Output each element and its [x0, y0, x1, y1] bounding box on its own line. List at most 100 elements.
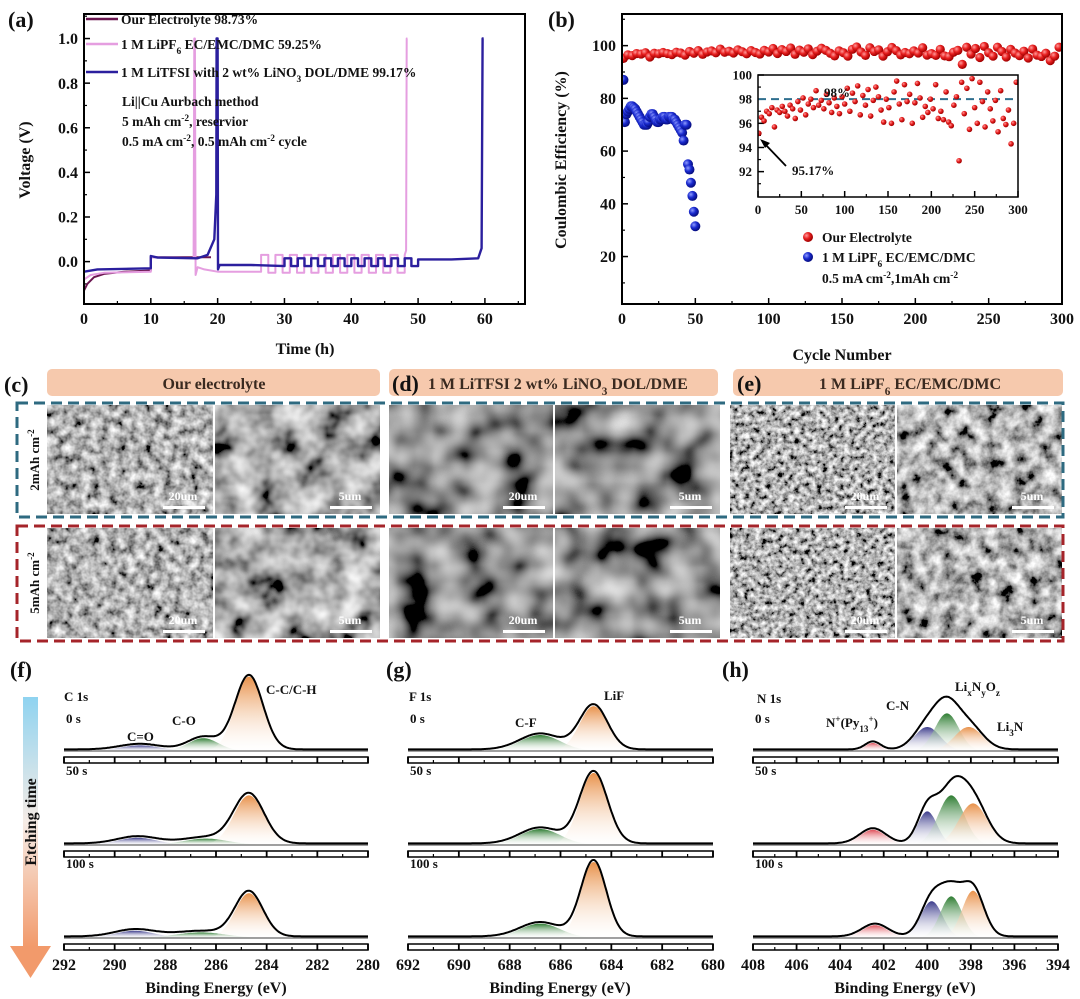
inset-data-point — [823, 91, 830, 98]
inset-data-point — [990, 118, 996, 124]
text-run: 6 — [885, 386, 891, 398]
text-run: + — [835, 714, 840, 724]
x-tick-label: 680 — [701, 957, 725, 974]
peak-component — [854, 743, 892, 751]
scale-bar — [1012, 630, 1054, 633]
text-run: N — [826, 715, 836, 730]
data-point-blue — [622, 117, 630, 128]
scale-bar — [845, 506, 887, 509]
text-run: O — [986, 679, 996, 694]
inset-data-point — [883, 96, 890, 102]
inset-data-point — [909, 120, 916, 127]
legend-label: Our Electrolyte 98.73% — [121, 12, 258, 27]
y-tick-label: 100 — [733, 68, 753, 83]
inset-data-point — [779, 103, 786, 110]
text-run: Li — [955, 679, 968, 694]
etching-arrow-head-icon — [10, 946, 51, 978]
peak-component — [203, 676, 294, 751]
x-tick-label: 0 — [755, 202, 762, 217]
peak-component — [548, 773, 639, 845]
inset-data-point — [899, 116, 905, 123]
legend-label: Our Electrolyte — [822, 230, 912, 245]
inset-data-point — [943, 89, 949, 95]
inset-data-point — [875, 93, 882, 100]
text-run: z — [996, 688, 1000, 698]
text-run: (Py — [841, 715, 860, 730]
data-point-red — [1001, 52, 1011, 62]
sem-image: 5um — [555, 405, 720, 514]
peak-component — [836, 829, 909, 845]
spectrum-100s — [752, 880, 1059, 951]
spectrum-envelope — [408, 703, 713, 751]
x-tick-label: 60 — [477, 311, 493, 328]
y-tick-label: 0.6 — [58, 120, 78, 137]
peak-label: C-O — [172, 713, 196, 728]
peak-label: LiF — [604, 688, 624, 703]
y-tick-label: 1.0 — [58, 31, 78, 48]
inset-data-point — [870, 97, 877, 104]
panel-label-c: (c) — [4, 372, 28, 397]
inset-data-point — [766, 110, 773, 117]
inset-data-point — [886, 104, 892, 111]
sem-section: (c) Our electrolyte (d) 1 M LiTFSI 2 wt%… — [4, 369, 1065, 643]
text-run: cycle — [275, 134, 307, 149]
inset-data-point — [922, 103, 929, 110]
peak-component — [205, 893, 292, 938]
inset-data-point — [896, 101, 903, 107]
legend-note: 0.5 mA cm-2,1mAh cm-2 — [822, 271, 958, 286]
inset-data-point — [966, 126, 973, 133]
inset-data-point — [789, 106, 796, 112]
x-tick-label: 50 — [795, 202, 808, 217]
inset-data-point — [987, 106, 994, 112]
scale-bar — [163, 630, 205, 633]
panel-a-voltage-profile: (a) 0 10 20 30 40 50 60 0.0 0.2 0.4 0.6 0.8 1.0 Time… — [8, 7, 526, 358]
x-tick-label: 200 — [922, 202, 942, 217]
inset-data-point — [852, 98, 858, 105]
sem-image: 20um — [730, 405, 895, 514]
header-title-d: 1 M LiTFSI 2 wt% LiNO3 DOL/DME — [428, 376, 688, 398]
peak-component — [840, 925, 910, 938]
row-label-5mah: 5mAh cm-2 — [26, 552, 42, 614]
scale-bar — [1012, 506, 1054, 509]
legend-marker — [803, 252, 813, 262]
text-run: x — [967, 688, 972, 698]
points-layer — [622, 41, 1062, 232]
row-frame-2mah — [15, 401, 1065, 519]
panel-label-d: (d) — [392, 371, 419, 396]
data-point-red — [957, 59, 967, 69]
inset-background — [758, 75, 1018, 197]
inset-data-point — [914, 80, 921, 87]
y-tick-label: 60 — [600, 144, 616, 161]
inset-data-point — [795, 98, 801, 105]
inset-data-point — [964, 85, 970, 92]
data-point-red — [953, 45, 963, 55]
text-run: 1 M LiPF — [121, 37, 177, 52]
etch-time-label: 100 s — [66, 856, 94, 871]
peak-component — [200, 795, 298, 845]
y-tick-label: 98 — [739, 92, 753, 107]
plot-a-frame — [83, 13, 526, 305]
inset-data-point — [828, 109, 835, 116]
inset-data-point — [800, 95, 806, 101]
data-point-red — [962, 42, 972, 52]
inset-data-point — [815, 102, 822, 108]
x-tick-label: 50 — [410, 311, 426, 328]
scale-bar — [503, 630, 545, 633]
spectrum-envelope — [64, 791, 368, 845]
inset-data-point — [891, 89, 897, 95]
text-run: -2 — [183, 134, 191, 144]
text-run: 1 M LiTFSI 2 wt% LiNO — [428, 376, 602, 393]
xps-section: Etching time (f) (g) (h) 0 s 50 s 100 s 292… — [10, 657, 1070, 997]
sem-micrograph — [897, 405, 1062, 514]
xps-plot-g: 0 s 50 s 100 s 692 690 688 686 684 682 680 — [396, 703, 725, 974]
inset-data-point — [935, 115, 942, 122]
inset-data-point — [948, 122, 955, 129]
text-run: 3 — [1009, 728, 1014, 738]
sem-image: 20um — [47, 405, 213, 514]
etch-time-label: 50 s — [410, 763, 431, 778]
inset-data-point — [758, 130, 762, 137]
spectrum-0s — [63, 673, 369, 764]
y-tick-label: 96 — [739, 116, 753, 131]
inset-data-point — [844, 85, 851, 92]
x-tick-label: 396 — [1002, 957, 1026, 974]
